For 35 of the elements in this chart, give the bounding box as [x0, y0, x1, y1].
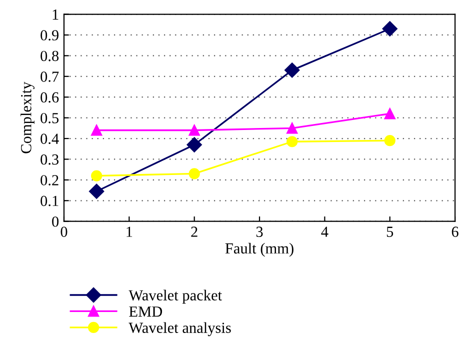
- x-tick-label: 0: [60, 226, 68, 237]
- y-tick-label: 0.6: [40, 92, 59, 103]
- x-tick-label: 1: [126, 226, 132, 237]
- y-tick-label: 0: [52, 216, 59, 227]
- x-tick-label: 2: [191, 226, 198, 237]
- x-axis-title: Fault (mm): [225, 242, 294, 257]
- point: [91, 170, 102, 182]
- y-tick-label: 1: [52, 9, 58, 20]
- point: [91, 124, 102, 136]
- y-tick-label: 0.5: [40, 112, 59, 124]
- y-tick-label: 0.2: [40, 175, 58, 186]
- point: [286, 122, 298, 134]
- x-tick-label: 6: [452, 226, 458, 237]
- point: [286, 136, 298, 148]
- legend-label: Wavelet packet: [128, 290, 222, 304]
- y-tick-label: 0.7: [40, 72, 59, 82]
- y-tick-label: 0.8: [40, 50, 59, 62]
- point: [384, 135, 396, 146]
- point: [284, 62, 300, 78]
- legend-label: Wavelet analysis: [128, 322, 231, 336]
- point: [188, 168, 200, 180]
- x-tick-label: 3: [256, 226, 263, 237]
- y-tick-label: 0.3: [40, 154, 59, 165]
- point: [89, 184, 104, 199]
- y-tick-label: 0.9: [40, 30, 59, 41]
- point: [382, 21, 398, 36]
- y-tick-label: 0.1: [40, 196, 58, 206]
- x-tick-label: 5: [386, 226, 394, 237]
- y-tick-label: 0.4: [40, 134, 59, 144]
- legend-label: EMD: [129, 306, 162, 317]
- x-tick-label: 4: [321, 226, 328, 237]
- point: [186, 137, 202, 152]
- y-axis-title: Complexity: [20, 82, 34, 154]
- point: [188, 124, 200, 136]
- point: [384, 108, 396, 120]
